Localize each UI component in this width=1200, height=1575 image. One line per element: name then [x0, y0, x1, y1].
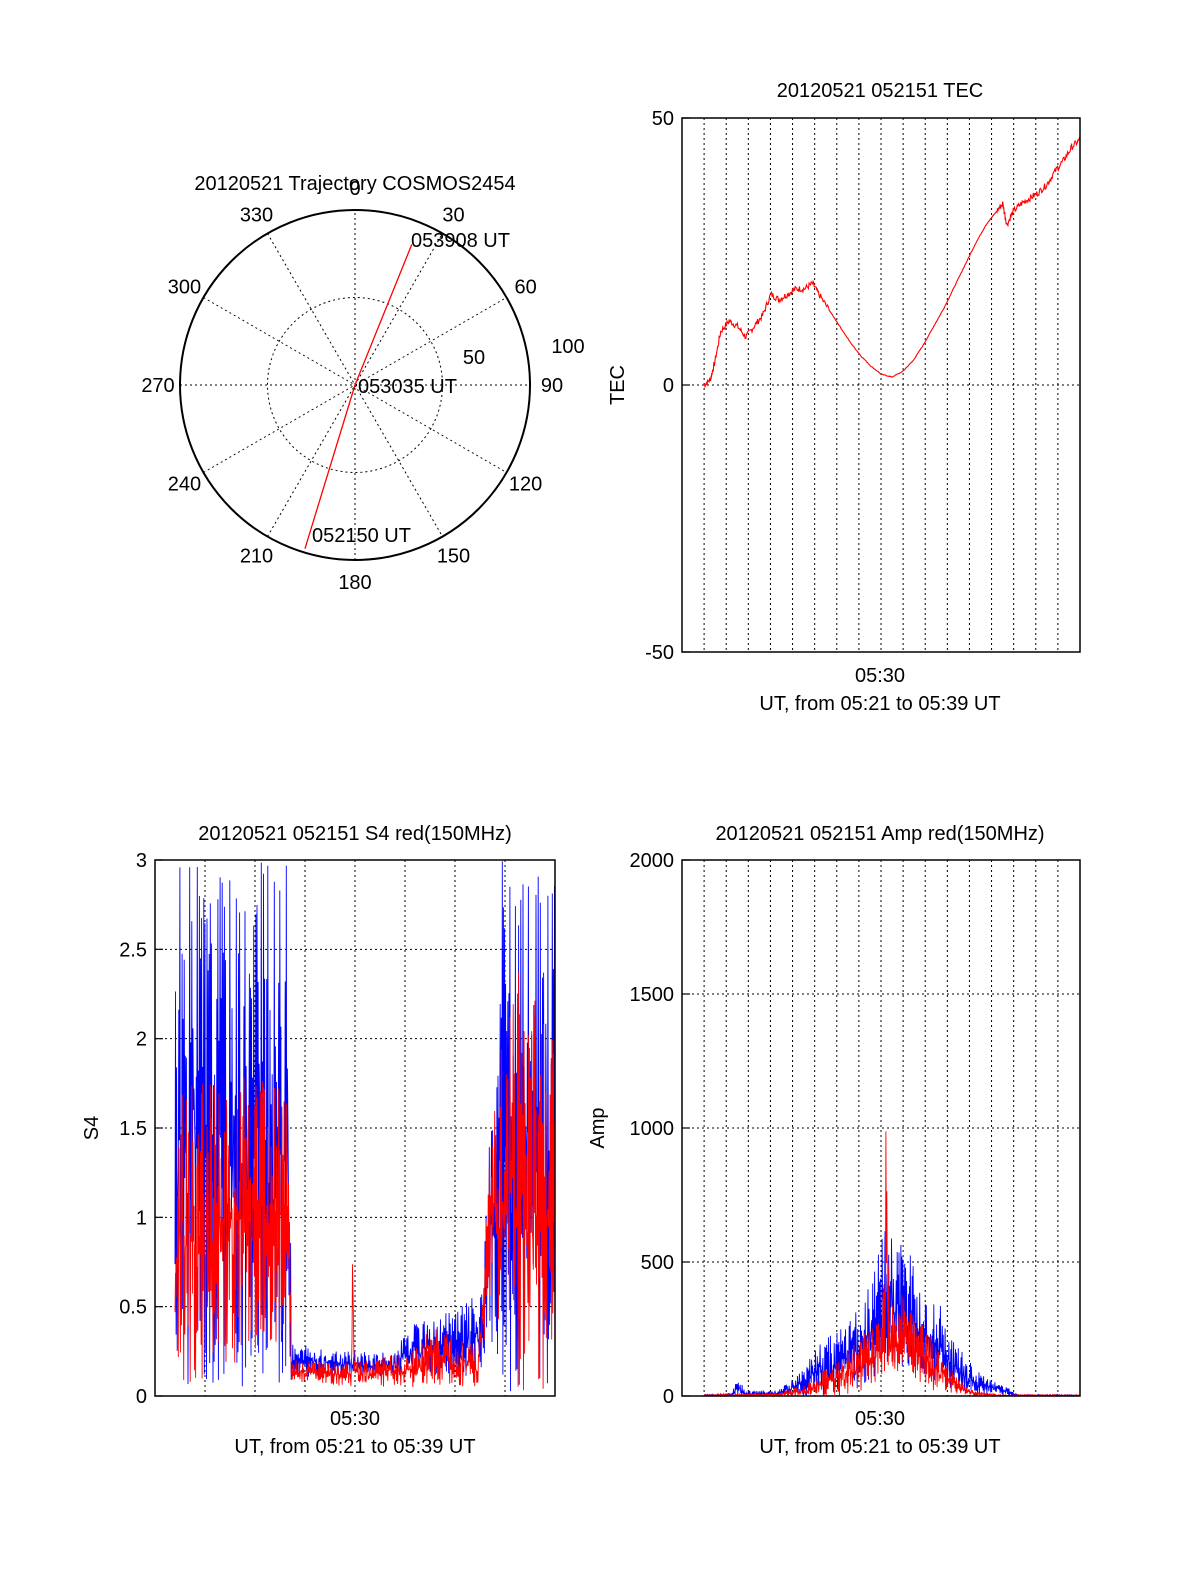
- polar-trajectory-series: [304, 244, 413, 549]
- y-tick-label: 3: [136, 850, 147, 872]
- s4-series: [174, 861, 556, 1392]
- polar-azimuth-label: 300: [168, 277, 201, 299]
- y-tick-label: -50: [645, 642, 674, 664]
- polar-inner-circle: [267, 297, 443, 473]
- s4-y-axis-label: S4: [81, 1116, 103, 1140]
- trajectory-mid-label: 053035 UT: [358, 376, 457, 398]
- polar-azimuth-label: 0: [349, 178, 360, 200]
- polar-azimuth-label: 30: [442, 204, 464, 226]
- tec-grid: [682, 117, 1080, 653]
- trajectory-line: [304, 244, 413, 549]
- polar-labels: 0 30 60 90 120 150 180 210 240 270 300 330 50 100: [141, 178, 584, 594]
- polar-azimuth-label: 60: [514, 277, 536, 299]
- y-tick-label: 0: [136, 1386, 147, 1408]
- y-tick-label: 1: [136, 1207, 147, 1229]
- tec-x-axis-label: UT, from 05:21 to 05:39 UT: [759, 693, 1000, 715]
- amp-y-tick-labels: 0 500 1000 1500 2000: [630, 850, 675, 1408]
- polar-radius-label: 100: [551, 336, 584, 358]
- amp-panel: 20120521 052151 Amp red(150MHz) 0 500 1000…: [587, 823, 1081, 1458]
- tec-panel: 20120521 052151 TEC -50 0 50 05:30 UT, fro…: [607, 80, 1081, 715]
- y-tick-label: 0: [663, 1386, 674, 1408]
- s4-red-line: [174, 972, 556, 1391]
- y-tick-label: 1.5: [119, 1118, 147, 1140]
- tec-title: 20120521 052151 TEC: [777, 80, 983, 102]
- tec-line: [703, 136, 1081, 389]
- s4-x-axis-label: UT, from 05:21 to 05:39 UT: [234, 1436, 475, 1458]
- tec-series: [703, 136, 1081, 389]
- polar-radius-label: 50: [463, 347, 485, 369]
- tec-y-axis-label: TEC: [607, 365, 629, 405]
- polar-azimuth-label: 210: [240, 546, 273, 568]
- s4-panel: 20120521 052151 S4 red(150MHz) 0 0.5 1 1.5 2…: [81, 823, 556, 1458]
- y-tick-label: 50: [652, 108, 674, 130]
- s4-plot-frame: [154, 859, 556, 1397]
- y-tick-label: 0.5: [119, 1297, 147, 1319]
- polar-azimuth-label: 240: [168, 474, 201, 496]
- s4-title: 20120521 052151 S4 red(150MHz): [198, 823, 512, 845]
- polar-azimuth-label: 150: [437, 546, 470, 568]
- polar-azimuth-label: 90: [541, 375, 563, 397]
- polar-trajectory-panel: 20120521 Trajectory COSMOS2454 0 30 60 90 12…: [141, 173, 584, 594]
- amp-plot-frame: [681, 859, 1081, 1397]
- s4-x-tick-label: 05:30: [330, 1408, 380, 1430]
- trajectory-start-label: 052150 UT: [312, 525, 411, 547]
- polar-azimuth-label: 120: [509, 474, 542, 496]
- y-tick-label: 2: [136, 1029, 147, 1051]
- amp-y-axis-label: Amp: [587, 1107, 609, 1148]
- amp-title: 20120521 052151 Amp red(150MHz): [715, 823, 1044, 845]
- amp-series: [703, 1131, 1081, 1398]
- polar-azimuth-label: 270: [141, 375, 174, 397]
- y-tick-label: 1500: [630, 984, 675, 1006]
- polar-azimuth-label: 330: [240, 204, 273, 226]
- amp-red-line: [703, 1131, 1081, 1398]
- y-tick-label: 500: [641, 1252, 674, 1274]
- tec-plot-frame: [681, 117, 1081, 653]
- polar-azimuth-label: 180: [338, 572, 371, 594]
- y-tick-label: 0: [663, 375, 674, 397]
- amp-x-tick-label: 05:30: [855, 1408, 905, 1430]
- y-tick-label: 2000: [630, 850, 675, 872]
- tec-x-tick-label: 05:30: [855, 665, 905, 687]
- polar-title: 20120521 Trajectory COSMOS2454: [194, 173, 515, 195]
- y-tick-label: 2.5: [119, 939, 147, 961]
- y-tick-label: 1000: [630, 1118, 675, 1140]
- tec-y-tick-labels: -50 0 50: [645, 108, 674, 664]
- trajectory-end-label: 053908 UT: [411, 230, 510, 252]
- amp-x-axis-label: UT, from 05:21 to 05:39 UT: [759, 1436, 1000, 1458]
- s4-y-tick-labels: 0 0.5 1 1.5 2 2.5 3: [119, 850, 147, 1408]
